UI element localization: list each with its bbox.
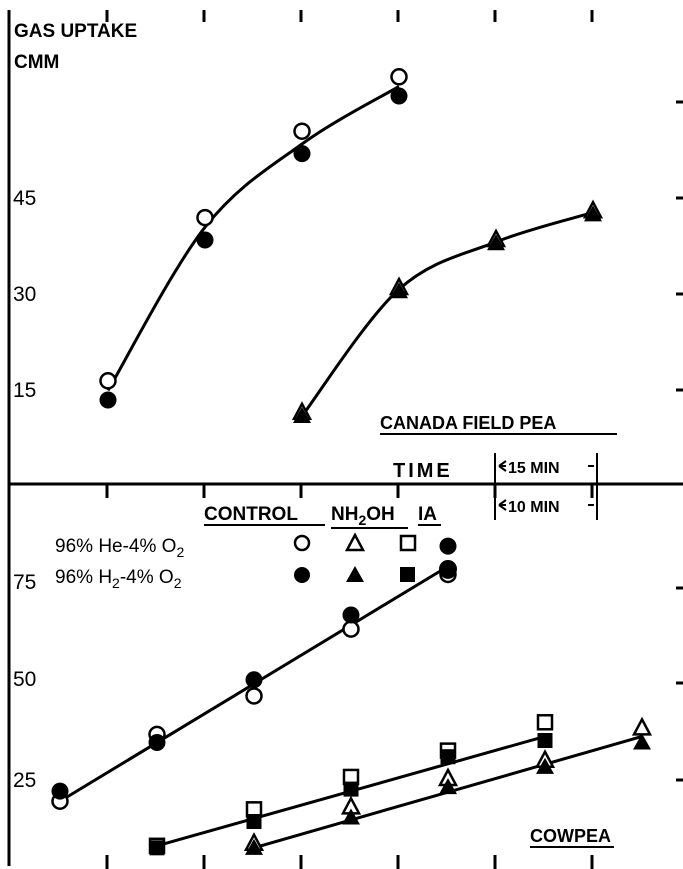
legend-header-nh2oh: NH2OH [331,504,395,528]
legend-open-triangle-marker [344,532,366,552]
row2-sub1: 2 [112,575,120,591]
data-point-filled-circle [245,671,263,689]
data-point-filled-circle [196,231,214,249]
time-scale-15min: 15 MIN [508,460,560,477]
data-point-filled-triangle [487,234,505,251]
legend-filled-square-marker [400,567,415,582]
row1-sub: 2 [176,544,184,560]
y-tick-labels-top: 15 30 45 [13,187,36,402]
data-point-filled-circle [148,734,166,752]
row2-a: 96 [55,567,76,588]
data-point-open-circle [293,122,311,140]
legend-header-control: CONTROL [204,504,298,525]
y-tick-labels-bottom: 25 50 75 [13,571,36,792]
data-point-filled-circle [390,87,408,105]
data-point-filled-circle [439,537,457,555]
data-point-filled-triangle [390,282,408,299]
row2-c: -4% O [120,567,174,588]
y-tick-label: 75 [13,571,36,594]
legend: CONTROL NH2OH IA 96% He-4% O2 96% H2-4% … [55,504,457,591]
legend-header-ia: IA [418,504,437,525]
axes-frame [7,10,683,866]
tick-marks [105,10,683,869]
y-tick-label: 45 [13,187,36,210]
data-point-open-circle [342,620,360,638]
data-point-filled-triangle [293,407,311,423]
y-tick-label: 25 [13,769,36,792]
row1-a: 96 [55,536,76,557]
legend-open-square-marker [399,534,417,552]
y-tick-label: 30 [13,283,36,306]
data-point-filled-circle [342,606,360,624]
data-point-open-circle [245,687,263,705]
bottom-panel-title: COWPEA [530,826,611,846]
data-point-filled-circle [439,561,457,579]
legend-open-circle-marker [293,534,311,552]
data-point-filled-triangle [245,838,263,855]
y-axis-title-line1: GAS UPTAKE [14,21,137,42]
plot-area [51,68,653,856]
time-scale-10min: 10 MIN [508,499,560,516]
data-point-open-circle [99,372,117,390]
data-point-filled-square [246,814,262,829]
legend-row-helium-label: 96% He-4% O2 [55,536,184,560]
data-point-open-triangle [631,716,653,736]
legend-filled-circle-marker [294,567,310,583]
data-point-filled-square [149,840,165,856]
row2-b: % H [76,567,112,588]
legend-row-hydrogen-label: 96% H2-4% O2 [55,567,182,591]
fit-curve-top-0 [106,85,400,392]
legend-nh2oh-sub: 2 [358,512,366,528]
time-label: TIME [393,460,453,482]
data-point-filled-triangle [439,778,457,795]
y-axis-title-line2: CMM [14,52,59,73]
legend-filled-triangle-marker [346,566,364,582]
data-point-open-circle [390,68,408,86]
data-point-filled-triangle [633,733,651,750]
legend-nh2oh-a: NH [331,504,358,525]
data-point-filled-triangle [584,205,602,222]
fit-curve-top-1 [300,211,594,417]
legend-nh2oh-b: OH [366,504,395,525]
row2-sub2: 2 [174,575,182,591]
data-point-filled-square [537,733,553,748]
time-scale: TIME 15 MIN 10 MIN [393,453,598,520]
top-panel-title: CANADA FIELD PEA [380,413,556,433]
data-point-filled-circle [51,782,69,800]
row1-b: % He-4% O [76,536,176,557]
y-tick-label: 50 [13,668,36,691]
data-point-open-circle [196,208,214,227]
data-point-filled-circle [293,145,311,163]
y-tick-label: 15 [13,379,36,402]
data-point-filled-triangle [536,757,554,774]
data-point-filled-circle [99,391,117,409]
data-point-filled-square [343,781,359,797]
data-point-filled-triangle [342,808,360,825]
data-point-open-square [536,714,554,731]
data-point-filled-square [440,749,456,765]
